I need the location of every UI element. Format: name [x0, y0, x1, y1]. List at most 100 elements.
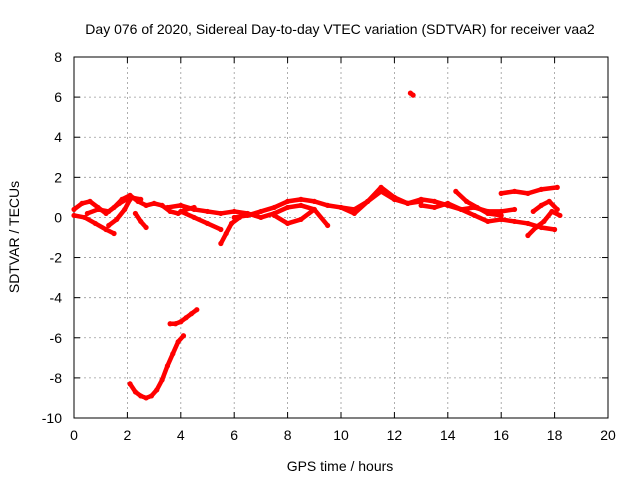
data-point [194, 307, 200, 313]
data-point [351, 210, 357, 217]
data-point [498, 190, 504, 196]
data-point [122, 206, 128, 213]
data-point [79, 200, 85, 207]
data-point [525, 220, 531, 227]
series-arc-4 [106, 196, 133, 229]
data-point [325, 202, 331, 209]
data-point [132, 389, 139, 395]
data-point [418, 202, 424, 209]
data-point [541, 218, 547, 225]
data-point [511, 206, 518, 213]
series-arc-5 [132, 210, 149, 231]
data-point [244, 212, 251, 219]
y-tick-label: -10 [42, 410, 62, 426]
data-point [271, 204, 277, 211]
data-point [116, 200, 122, 207]
data-point [92, 220, 98, 227]
x-tick-label: 16 [493, 427, 509, 443]
data-point [231, 208, 237, 215]
y-tick-label: 8 [54, 49, 62, 65]
y-tick-label: 2 [54, 169, 62, 185]
series-arc-10 [271, 206, 331, 229]
data-point [485, 210, 491, 217]
data-point [311, 198, 317, 204]
x-tick-label: 20 [600, 427, 616, 443]
data-point [549, 208, 555, 215]
data-point [82, 214, 88, 221]
x-tick-label: 8 [284, 427, 292, 443]
data-point [298, 196, 304, 202]
data-point [159, 377, 165, 383]
series-arc-17 [530, 198, 560, 215]
data-point [167, 208, 173, 215]
data-point [458, 206, 464, 213]
data-point [138, 218, 144, 225]
x-tick-label: 4 [177, 427, 185, 443]
series-line [218, 215, 242, 246]
data-point [474, 204, 480, 211]
y-tick-label: -8 [50, 370, 63, 386]
data-point [418, 196, 424, 202]
series-arc-19 [167, 307, 200, 327]
data-point [132, 210, 139, 217]
data-point [258, 214, 264, 221]
data-point [178, 202, 184, 209]
series-arc-12 [407, 90, 416, 98]
data-point [114, 216, 120, 223]
data-point [445, 200, 451, 207]
data-point [178, 319, 184, 325]
data-point [103, 226, 109, 233]
data-point [148, 393, 155, 399]
data-point [87, 198, 93, 204]
data-point [151, 200, 157, 207]
data-point [533, 224, 539, 231]
data-point [453, 188, 459, 194]
x-tick-label: 10 [333, 427, 349, 443]
data-point [431, 198, 438, 204]
x-tick-label: 14 [440, 427, 456, 443]
y-tick-label: -6 [50, 330, 63, 346]
data-point [71, 206, 77, 213]
x-tick-labels: 0 2 4 6 8 10 12 14 16 18 20 [70, 427, 616, 443]
data-point [143, 395, 149, 401]
y-axis-title: SDTVAR / TECUs [6, 181, 22, 293]
data-point [71, 212, 77, 219]
data-point [285, 198, 291, 204]
data-point [84, 210, 90, 217]
data-point [498, 216, 504, 223]
data-point [285, 220, 291, 227]
data-point [191, 206, 197, 213]
data-point [365, 198, 371, 204]
data-point [180, 333, 187, 339]
data-point [258, 208, 264, 215]
x-axis-title: GPS time / hours [287, 458, 394, 474]
data-point [228, 220, 235, 227]
data-point [546, 198, 552, 204]
data-point [218, 210, 224, 217]
data-point [188, 311, 195, 317]
x-tick-label: 2 [124, 427, 132, 443]
data-point [167, 321, 173, 327]
data-point [511, 188, 518, 194]
data-point [106, 208, 112, 215]
data-point [138, 393, 144, 399]
axis-ticks [73, 56, 609, 419]
y-tick-label: 6 [54, 89, 62, 105]
data-point [106, 222, 112, 229]
data-point [485, 218, 491, 225]
data-point [298, 216, 304, 223]
data-point [95, 206, 101, 213]
y-tick-label: 0 [54, 209, 62, 225]
data-point [111, 230, 117, 237]
data-point [498, 212, 504, 219]
series-arc-7 [178, 208, 224, 233]
data-point [405, 200, 411, 207]
data-point [391, 194, 397, 200]
series-arc-15 [498, 184, 560, 196]
data-points [71, 90, 563, 401]
x-tick-label: 18 [547, 427, 563, 443]
data-point [183, 315, 189, 321]
data-point [271, 212, 277, 219]
data-point [410, 92, 416, 98]
